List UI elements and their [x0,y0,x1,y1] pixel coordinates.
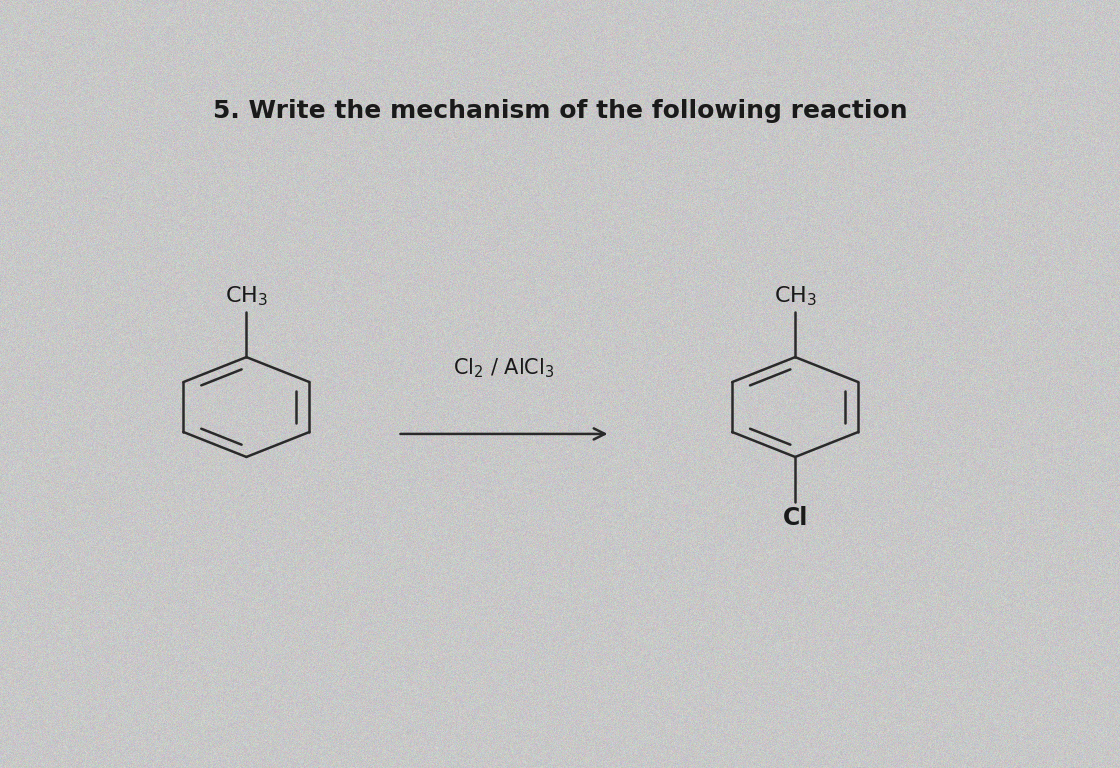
Text: CH$_3$: CH$_3$ [774,285,816,309]
Text: CH$_3$: CH$_3$ [225,285,268,309]
Text: Cl: Cl [783,506,808,530]
Text: Cl$_2$ / AlCl$_3$: Cl$_2$ / AlCl$_3$ [454,356,554,380]
Text: 5. Write the mechanism of the following reaction: 5. Write the mechanism of the following … [213,99,907,124]
